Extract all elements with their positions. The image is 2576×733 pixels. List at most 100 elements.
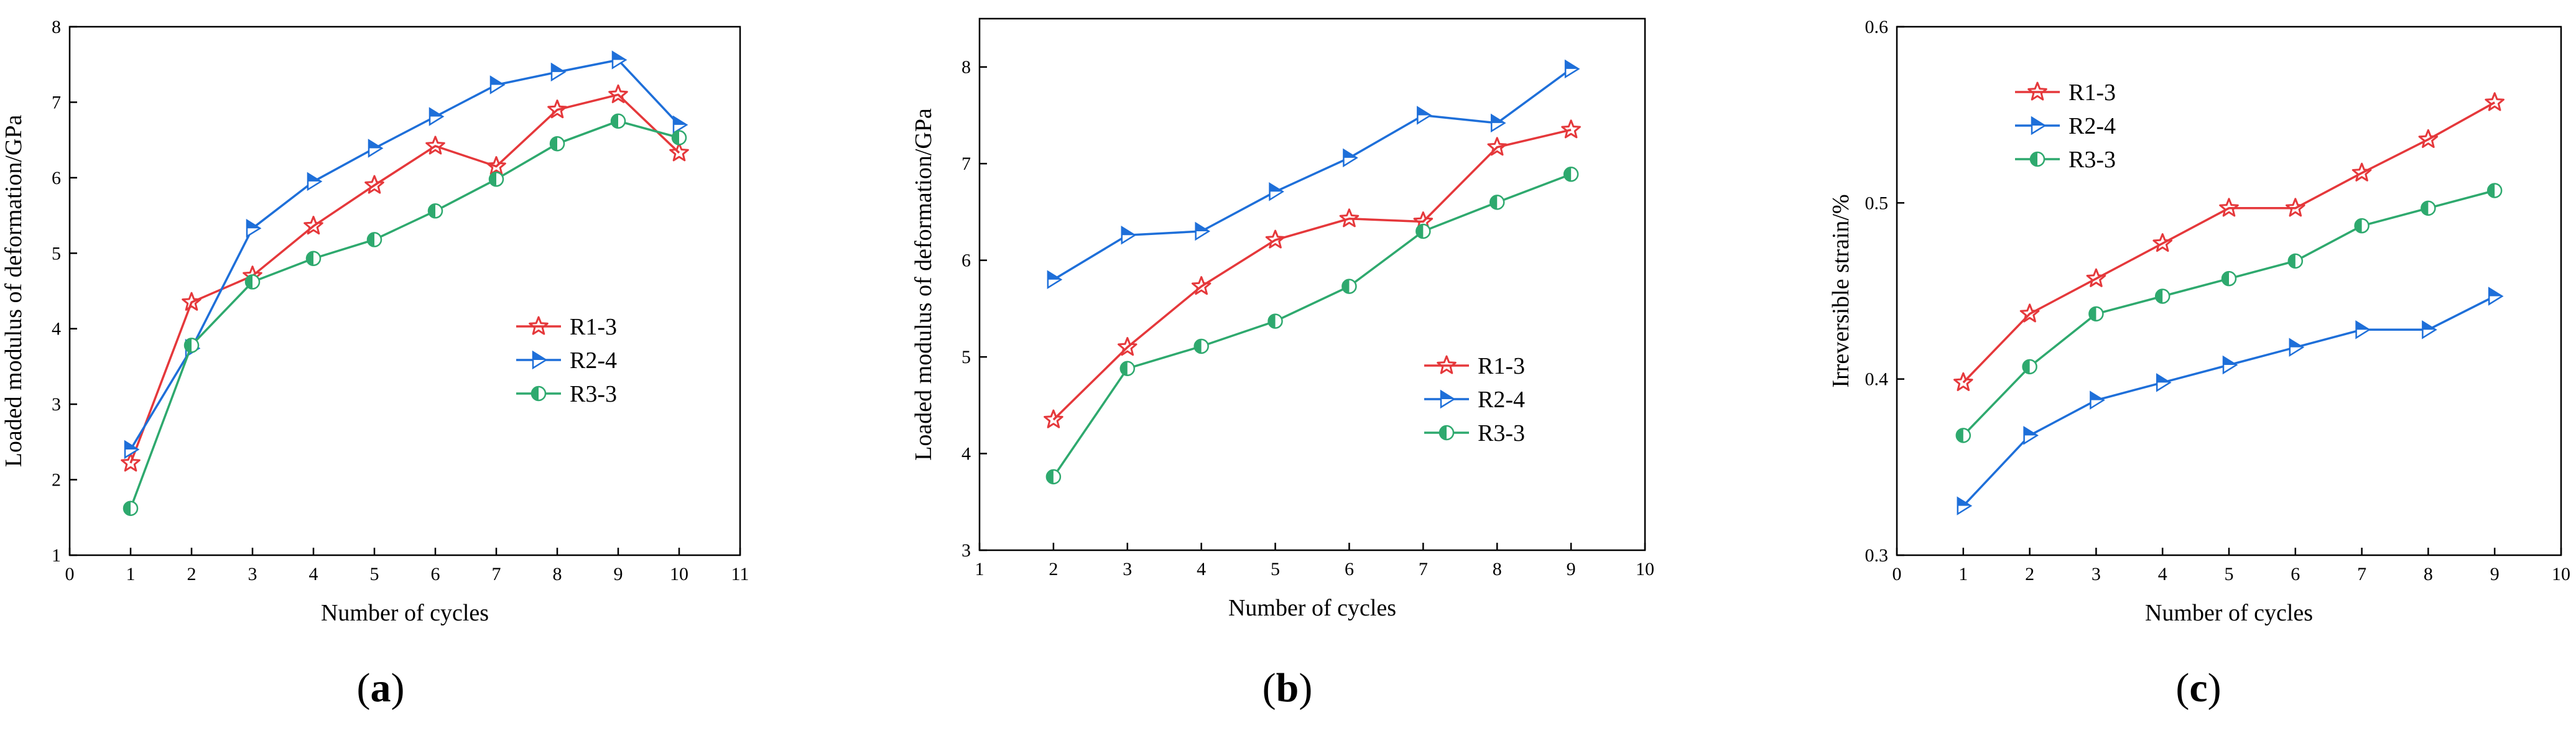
x-tick-label: 7: [1419, 559, 1428, 579]
data-point: [1341, 279, 1357, 294]
data-point: [608, 84, 628, 103]
x-tick-label: 4: [2158, 564, 2167, 584]
legend-label: R1-3: [1478, 353, 1525, 379]
y-axis: 3 4 5 6 7 8: [961, 57, 987, 561]
data-point: [425, 136, 445, 155]
x-axis: 0 1 2 3 4 5 6 7 8 9 10 11: [65, 548, 749, 584]
x-tick-label: 2: [187, 564, 197, 584]
data-point: [2351, 162, 2372, 182]
legend-marker: [1439, 425, 1455, 441]
data-point: [2418, 129, 2439, 148]
data-point: [2022, 359, 2037, 375]
data-point: [2421, 200, 2436, 216]
plot-frame: [1896, 25, 2562, 556]
legend-marker: [2029, 151, 2046, 167]
x-tick-label: 10: [670, 564, 688, 584]
data-point: [672, 115, 688, 135]
data-point: [2088, 306, 2104, 322]
data-point: [2086, 268, 2106, 287]
data-point: [1957, 496, 1973, 515]
x-tick-label: 9: [2490, 564, 2500, 584]
y-tick-label: 3: [52, 394, 61, 415]
y-tick-label: 7: [52, 92, 61, 113]
x-axis: 0 1 2 3 4 5 6 7 8 9 10: [1893, 548, 2570, 584]
data-point: [2221, 270, 2237, 287]
legend-item: R3-3: [1424, 420, 1525, 446]
y-tick-label: 0.4: [1865, 369, 1889, 390]
y-tick-label: 8: [52, 17, 61, 37]
data-point: [1564, 59, 1580, 79]
data-point: [121, 453, 141, 472]
data-point: [307, 172, 323, 191]
x-tick-label: 0: [65, 564, 75, 584]
y-tick-label: 0.3: [1865, 545, 1889, 566]
data-point: [2287, 253, 2304, 269]
legend-marker: [1440, 389, 1456, 409]
legend-marker: [530, 385, 547, 402]
data-point: [2355, 320, 2371, 339]
y-axis: 1 2 3 4 5 6 7 8: [52, 17, 77, 566]
legend-label: R2-4: [570, 348, 617, 374]
panel-c: 0 1 2 3 4 5 6 7 8 9 10 0.3 0.4 0.5 0.6 Number of cycles…: [1828, 17, 2570, 711]
y-tick-label: 4: [52, 319, 61, 339]
data-point: [669, 142, 689, 162]
data-point: [429, 107, 445, 126]
series-r2-4: [1957, 287, 2504, 515]
data-point: [486, 156, 506, 175]
y-tick-label: 4: [961, 444, 971, 464]
legend-item: R1-3: [2015, 80, 2116, 106]
x-tick-label: 8: [2424, 564, 2433, 584]
x-tick-label: 11: [731, 564, 749, 584]
legend-label: R3-3: [2069, 147, 2116, 173]
series-line: [1052, 173, 1572, 477]
series-line: [1052, 68, 1572, 281]
data-point: [2354, 218, 2370, 234]
series-line: [1962, 295, 2495, 507]
series-r2-4: [124, 50, 688, 459]
data-point: [303, 216, 323, 235]
data-point: [1489, 195, 1505, 210]
legend-marker: [532, 350, 548, 370]
x-tick-label: 8: [1493, 559, 1502, 579]
y-axis-title: Loaded modulus of deformation/GPa: [1, 115, 27, 468]
legend-item: R3-3: [516, 381, 617, 407]
legend-item: R2-4: [1424, 387, 1525, 413]
data-point: [671, 130, 687, 145]
data-point: [2154, 288, 2171, 304]
data-point: [1195, 221, 1211, 241]
y-tick-label: 1: [52, 545, 61, 566]
x-tick-label: 3: [248, 564, 257, 584]
data-point: [1339, 208, 1360, 228]
data-point: [1118, 337, 1137, 356]
series-r3-3: [123, 113, 687, 516]
panel-label: (b): [1263, 665, 1313, 711]
y-axis-title: Irreversible strain/%: [1828, 194, 1854, 387]
data-point: [547, 99, 567, 119]
series-r1-3: [121, 84, 689, 472]
data-point: [183, 338, 200, 353]
data-point: [123, 500, 139, 516]
x-tick-label: 6: [431, 564, 440, 584]
x-tick-label: 4: [1197, 559, 1206, 579]
data-point: [244, 274, 261, 290]
data-point: [2019, 303, 2040, 323]
data-point: [2023, 426, 2039, 445]
x-tick-label: 7: [2357, 564, 2366, 584]
legend: R1-3 R2-4 R3-3: [1424, 353, 1525, 446]
data-point: [2156, 373, 2172, 392]
x-tick-label: 10: [2552, 564, 2570, 584]
x-tick-label: 10: [1636, 559, 1654, 579]
y-tick-label: 0.5: [1865, 193, 1889, 213]
legend: R1-3 R2-4 R3-3: [516, 314, 617, 407]
data-point: [2486, 183, 2503, 198]
series-line: [1962, 101, 2496, 384]
series-r3-3: [1045, 167, 1579, 485]
legend-label: R2-4: [2069, 113, 2116, 139]
data-point: [488, 172, 504, 187]
x-tick-label: 2: [1049, 559, 1058, 579]
data-point: [1119, 361, 1136, 376]
legend-item: R2-4: [516, 348, 617, 374]
data-point: [1487, 137, 1507, 156]
legend-label: R1-3: [2069, 80, 2116, 106]
